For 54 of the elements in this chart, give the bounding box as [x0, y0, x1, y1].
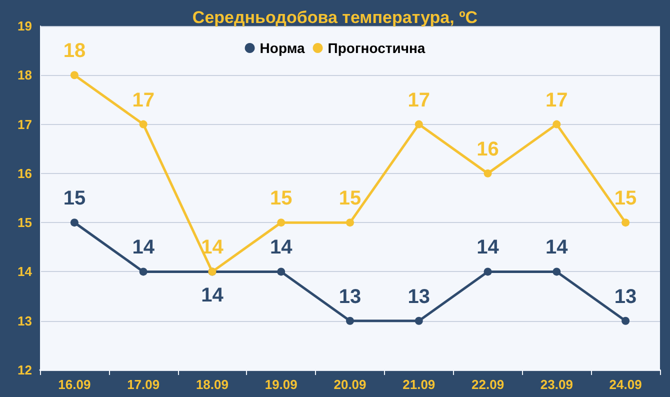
- y-tick-label: 17: [18, 116, 32, 132]
- data-label: 15: [614, 188, 637, 210]
- point: [622, 316, 630, 325]
- x-tick-label: 19.09: [264, 377, 298, 392]
- point: [346, 218, 354, 227]
- y-tick-label: 19: [18, 18, 32, 34]
- data-label: 17: [408, 89, 430, 112]
- point: [484, 169, 492, 178]
- legend-label: Прогностична: [328, 40, 426, 56]
- data-label: 13: [614, 286, 637, 308]
- data-label: 13: [408, 286, 430, 308]
- data-label: 14: [546, 236, 569, 259]
- point: [622, 218, 630, 227]
- data-label: 15: [63, 188, 86, 210]
- data-label: 14: [201, 284, 224, 307]
- y-tick-label: 18: [18, 68, 32, 83]
- data-label: 15: [270, 188, 292, 210]
- x-tick-label: 22.09: [472, 377, 504, 392]
- data-label: 17: [546, 89, 568, 112]
- data-label: 18: [63, 40, 86, 62]
- chart-title: Середньодобова температура, ºC: [192, 8, 478, 27]
- point: [484, 268, 492, 276]
- data-label: 14: [270, 236, 294, 259]
- point: [414, 316, 423, 325]
- point: [346, 316, 354, 325]
- point: [552, 268, 561, 276]
- point: [70, 71, 78, 80]
- data-label: 14: [132, 236, 156, 259]
- x-tick-label: 18.09: [196, 377, 228, 392]
- data-label: 17: [132, 89, 154, 112]
- point: [70, 218, 78, 227]
- data-label: 14: [201, 236, 224, 259]
- data-label: 14: [476, 236, 500, 259]
- point: [277, 268, 286, 276]
- y-tick-label: 14: [18, 264, 33, 280]
- data-label: 16: [476, 138, 499, 160]
- x-tick-label: 24.09: [609, 377, 642, 392]
- y-tick-label: 13: [18, 313, 32, 328]
- x-tick-label: 20.09: [334, 377, 366, 392]
- y-tick-label: 12: [18, 362, 32, 378]
- x-tick-label: 17.09: [127, 377, 160, 392]
- point: [139, 120, 148, 128]
- y-tick-label: 15: [18, 215, 32, 230]
- point: [139, 268, 148, 276]
- data-label: 13: [338, 286, 362, 308]
- data-label: 15: [338, 188, 362, 210]
- x-tick-label: 16.09: [58, 377, 91, 392]
- point: [552, 120, 561, 128]
- x-tick-label: 23.09: [540, 377, 573, 392]
- y-tick-label: 16: [18, 166, 32, 181]
- point: [414, 120, 423, 128]
- point: [277, 218, 286, 227]
- legend-label: Норма: [260, 40, 305, 56]
- x-tick-label: 21.09: [402, 377, 436, 392]
